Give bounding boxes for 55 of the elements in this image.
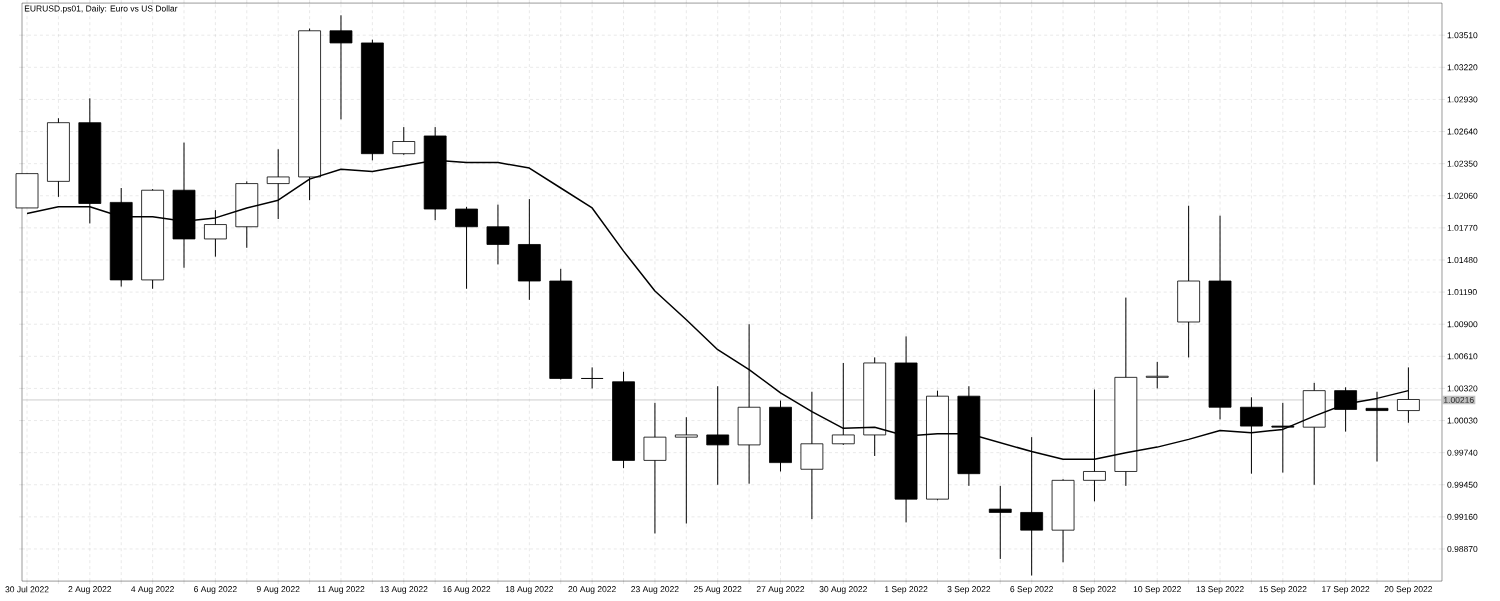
y-tick-label: 1.00320 <box>1447 385 1478 392</box>
candlestick <box>988 485 1012 560</box>
x-tick-label: 3 Sep 2022 <box>947 586 991 594</box>
y-tick-label: 0.99160 <box>1447 513 1478 520</box>
y-tick-label: 1.01190 <box>1447 289 1477 296</box>
candlestick <box>706 385 730 486</box>
y-tick-label: 1.02350 <box>1447 160 1478 167</box>
candlestick <box>1145 361 1169 389</box>
x-tick-label: 30 Jul 2022 <box>5 586 49 593</box>
candlestick <box>580 366 604 389</box>
x-tick-label: 15 Sep 2022 <box>1259 586 1307 594</box>
y-tick-label: 0.99450 <box>1447 481 1478 488</box>
y-tick-label: 1.00610 <box>1447 353 1478 360</box>
y-tick-label: 0.98870 <box>1447 545 1478 552</box>
y-tick-label: 1.03220 <box>1447 64 1478 71</box>
x-tick-label: 4 Aug 2022 <box>131 586 174 594</box>
candlestick <box>643 402 667 534</box>
y-tick-label: 1.02060 <box>1447 192 1478 199</box>
x-tick-label: 27 Aug 2022 <box>756 586 805 594</box>
x-tick-label: 11 Aug 2022 <box>317 586 365 594</box>
y-tick-label: 0.99740 <box>1447 449 1478 456</box>
ref-line-label: 1.00216 <box>1444 396 1474 403</box>
x-tick-label: 2 Aug 2022 <box>68 586 112 594</box>
x-tick-label: 10 Sep 2022 <box>1133 586 1181 594</box>
y-tick-label: 1.03510 <box>1447 32 1478 39</box>
x-tick-label: 1 Sep 2022 <box>884 586 928 594</box>
y-tick-label: 1.00900 <box>1447 321 1478 328</box>
x-tick-label: 9 Aug 2022 <box>256 586 300 594</box>
x-tick-label: 30 Aug 2022 <box>819 586 867 594</box>
candlestick <box>392 126 416 156</box>
chart-title: EURUSD.ps01, Daily: Euro vs US Dollar <box>24 5 178 14</box>
candlestick <box>486 204 510 265</box>
candlestick <box>674 416 698 524</box>
x-tick-label: 20 Sep 2022 <box>1384 586 1433 594</box>
x-tick-label: 8 Sep 2022 <box>1073 586 1116 594</box>
x-tick-label: 16 Aug 2022 <box>443 586 491 594</box>
candlestick <box>204 209 227 258</box>
x-tick-label: 17 Sep 2022 <box>1322 586 1370 594</box>
y-tick-label: 1.01770 <box>1447 224 1478 231</box>
y-tick-label: 1.02930 <box>1447 96 1478 103</box>
candlestick <box>329 14 353 120</box>
candlestick <box>455 206 478 290</box>
candlestick <box>1334 386 1357 433</box>
x-tick-label: 13 Sep 2022 <box>1196 586 1244 594</box>
x-tick-label: 13 Aug 2022 <box>380 586 428 594</box>
candlestick <box>831 362 855 446</box>
x-tick-label: 25 Aug 2022 <box>694 586 742 594</box>
y-tick-label: 1.00030 <box>1447 417 1478 424</box>
x-tick-label: 23 Aug 2022 <box>631 586 679 594</box>
x-tick-label: 6 Aug 2022 <box>194 586 237 594</box>
x-tick-label: 6 Sep 2022 <box>1010 586 1053 594</box>
y-tick-label: 1.02640 <box>1447 128 1478 135</box>
x-tick-label: 20 Aug 2022 <box>568 586 616 594</box>
x-tick-label: 18 Aug 2022 <box>505 586 554 594</box>
y-tick-label: 1.01480 <box>1447 256 1478 263</box>
